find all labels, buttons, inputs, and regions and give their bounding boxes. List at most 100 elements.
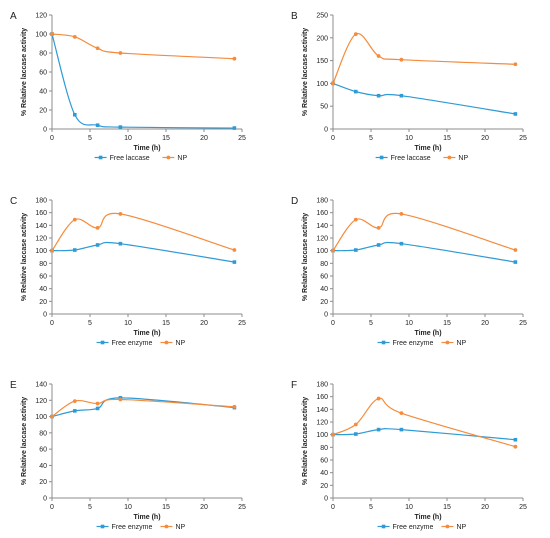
data-point-np xyxy=(353,217,358,222)
panel-label: D xyxy=(291,196,298,207)
x-tick-label: 15 xyxy=(162,320,170,327)
legend-marker-np xyxy=(445,340,450,345)
y-tick-label: 160 xyxy=(316,394,328,401)
x-tick-label: 20 xyxy=(481,320,489,327)
legend: Free enzyme NP xyxy=(377,340,467,347)
data-point-np xyxy=(232,404,237,409)
x-axis-title: Time (h) xyxy=(414,330,441,337)
legend-marker-np xyxy=(445,524,450,529)
y-tick-label: 140 xyxy=(316,223,328,230)
legend-marker-free xyxy=(379,155,384,160)
data-point-free xyxy=(513,112,518,116)
x-tick-label: 15 xyxy=(443,135,451,142)
data-point-free xyxy=(376,243,381,247)
y-axis-title: % Relative laccase activity xyxy=(21,213,28,301)
legend-marker-np xyxy=(164,340,169,345)
data-point-np xyxy=(72,399,77,403)
x-tick-label: 20 xyxy=(200,135,208,142)
series-line-free xyxy=(332,428,516,441)
legend-label-np: NP xyxy=(456,524,466,531)
y-tick-label: 180 xyxy=(316,198,328,205)
data-point-free xyxy=(73,409,77,413)
data-point-np xyxy=(72,34,77,39)
data-point-free xyxy=(513,260,518,264)
series-line-np xyxy=(332,397,516,448)
legend-marker-free xyxy=(100,340,105,345)
y-tick-label: 20 xyxy=(39,108,47,115)
y-tick-label: 0 xyxy=(324,127,328,134)
y-tick-label: 0 xyxy=(324,312,328,319)
y-tick-label: 160 xyxy=(35,210,47,217)
data-point-np xyxy=(50,414,54,419)
x-tick-label: 0 xyxy=(50,320,54,327)
data-point-free xyxy=(118,241,123,246)
legend-marker-free xyxy=(381,340,386,345)
x-tick-label: 5 xyxy=(369,135,373,142)
data-point-np xyxy=(331,81,335,86)
x-tick-label: 25 xyxy=(238,320,246,327)
y-tick-label: 80 xyxy=(320,445,328,452)
data-point-np xyxy=(331,248,335,253)
y-tick-label: 40 xyxy=(320,286,328,293)
x-axis-title: Time (h) xyxy=(133,145,160,152)
panel-label: F xyxy=(291,380,297,391)
panel-label: E xyxy=(10,380,17,391)
chart-panel-f: F 0 20 40 60 80 100 120 140 160 180 0 5 10 15 20 25 Time … xyxy=(291,380,527,531)
x-tick-label: 20 xyxy=(200,320,208,327)
data-point-np xyxy=(118,397,123,402)
data-point-np xyxy=(118,51,123,55)
data-point-np xyxy=(95,46,100,51)
data-point-np xyxy=(399,411,404,416)
data-point-free xyxy=(399,241,404,246)
chart-panel-a: A 0 20 40 60 80 100 120 0 5 10 15 20 25 Time (h) % Rela… xyxy=(10,11,246,162)
y-tick-label: 60 xyxy=(320,274,328,281)
y-tick-label: 60 xyxy=(320,458,328,465)
y-tick-label: 100 xyxy=(35,32,47,39)
x-tick-label: 25 xyxy=(519,135,527,142)
x-tick-label: 10 xyxy=(405,135,413,142)
data-point-np xyxy=(232,56,237,61)
series-line-np xyxy=(51,33,235,60)
x-tick-label: 20 xyxy=(481,135,489,142)
x-tick-label: 0 xyxy=(331,320,335,327)
x-tick-label: 15 xyxy=(443,504,451,511)
data-point-free xyxy=(232,126,237,130)
legend-label-np: NP xyxy=(456,340,466,347)
data-point-np xyxy=(399,57,404,62)
x-axis-title: Time (h) xyxy=(133,514,160,521)
y-tick-label: 140 xyxy=(316,407,328,414)
series-line-np xyxy=(51,398,235,418)
x-tick-label: 0 xyxy=(50,135,54,142)
data-point-free xyxy=(354,89,358,94)
data-point-free xyxy=(399,93,404,98)
data-point-np xyxy=(118,212,123,216)
data-point-free xyxy=(73,112,77,117)
data-point-np xyxy=(232,248,237,252)
legend-label-free: Free enzyme xyxy=(393,524,434,531)
y-tick-label: 120 xyxy=(35,398,47,405)
legend-label-free: Free laccase xyxy=(391,155,431,162)
y-tick-label: 100 xyxy=(35,414,47,421)
y-tick-label: 100 xyxy=(35,248,47,255)
x-tick-label: 5 xyxy=(88,135,92,142)
legend: Free enzyme NP xyxy=(377,524,467,531)
y-tick-label: 0 xyxy=(43,312,47,319)
x-tick-label: 25 xyxy=(519,320,527,327)
y-tick-label: 40 xyxy=(39,463,47,470)
y-tick-label: 180 xyxy=(35,198,47,205)
series-line-np xyxy=(51,212,235,252)
y-tick-label: 80 xyxy=(39,430,47,437)
data-point-np xyxy=(72,217,77,222)
series-line-free xyxy=(332,82,516,115)
y-tick-label: 120 xyxy=(35,13,47,20)
y-tick-label: 100 xyxy=(316,432,328,439)
x-tick-label: 10 xyxy=(124,135,132,142)
y-tick-label: 0 xyxy=(43,496,47,503)
legend-marker-free xyxy=(381,524,386,529)
x-tick-label: 10 xyxy=(405,504,413,511)
data-point-free xyxy=(354,432,358,436)
y-tick-label: 60 xyxy=(39,274,47,281)
y-axis-title: % Relative laccase activity xyxy=(21,397,28,485)
x-tick-label: 5 xyxy=(369,504,373,511)
